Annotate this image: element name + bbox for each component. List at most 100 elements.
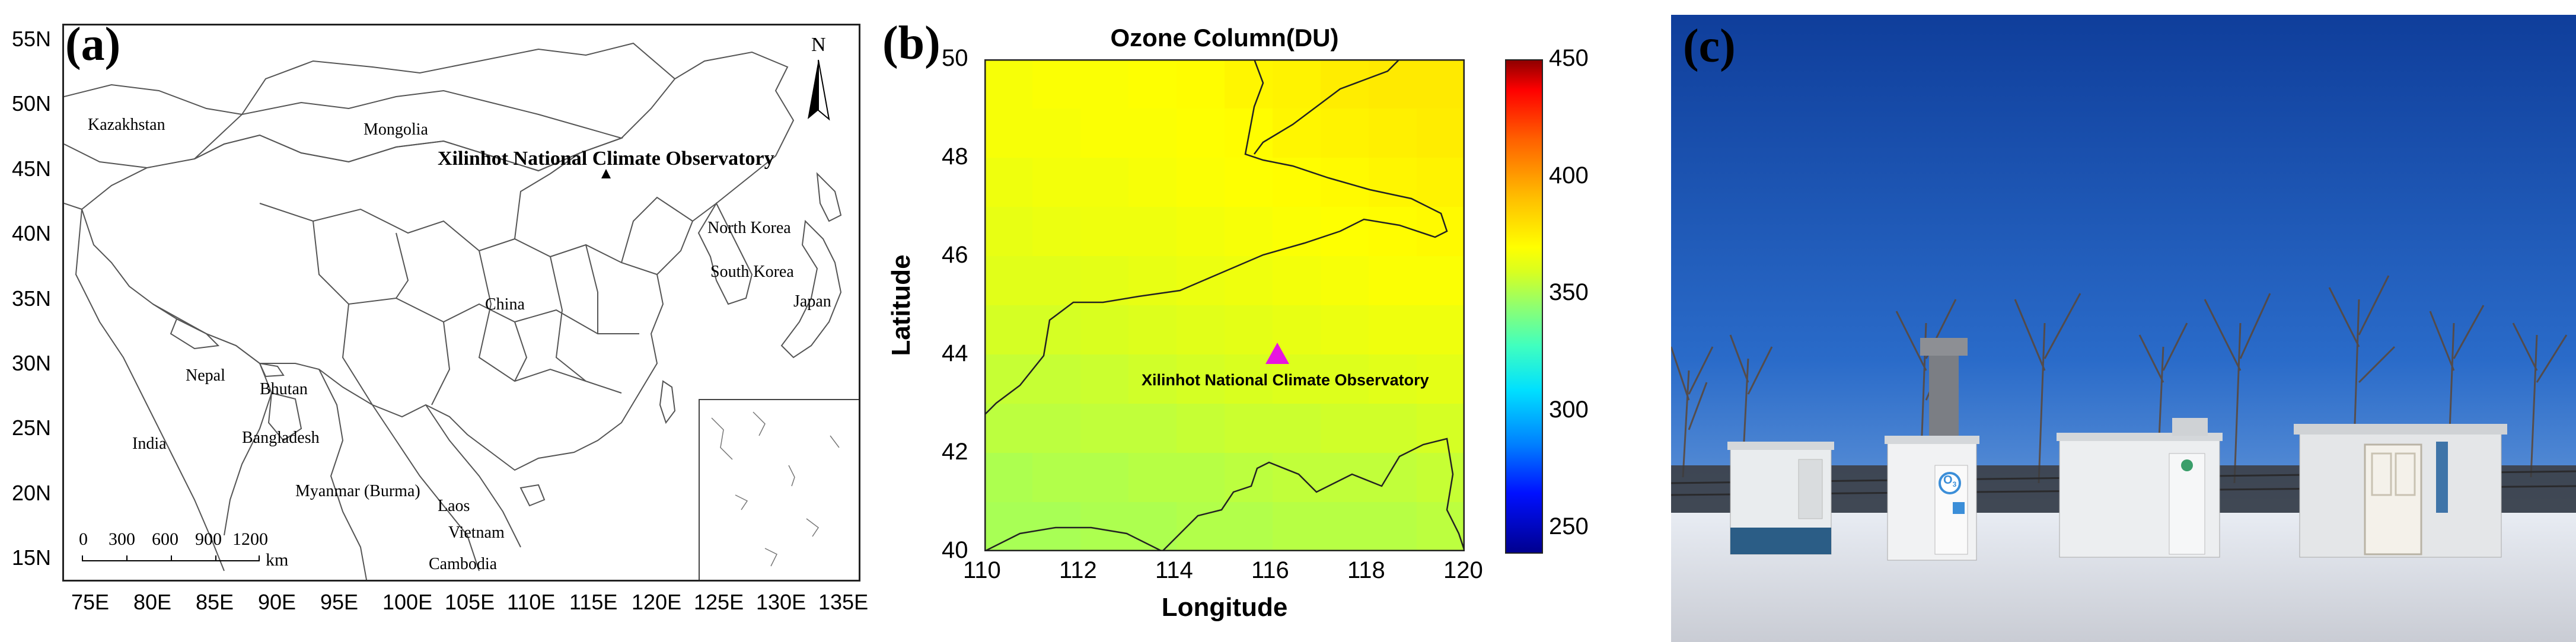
heatmap-cell: [1177, 207, 1225, 257]
scale-tick-1200: 1200: [232, 529, 268, 549]
heatmap-cell: [1369, 256, 1417, 306]
heatmap-cell: [1032, 404, 1081, 453]
scale-tick-300: 300: [109, 529, 135, 549]
heatmap-cell: [1273, 108, 1321, 158]
heatmap-cell: [1273, 502, 1321, 551]
heatmap-cell: [1032, 256, 1081, 306]
heatmap-cell: [1369, 502, 1417, 551]
lon-tick-label: 75E: [71, 590, 110, 614]
heatmap-cell: [1369, 453, 1417, 503]
heatmap-cell: [1417, 207, 1465, 257]
lon-tick-label: 135E: [818, 590, 869, 614]
heatmap-cell: [1417, 256, 1465, 306]
panel-c-photo: (c) O3: [1671, 15, 2576, 642]
heatmap-cell: [1128, 404, 1177, 453]
heatmap-cell: [1128, 158, 1177, 207]
label-cambodia: Cambodia: [429, 555, 498, 573]
scale-unit: km: [266, 550, 289, 570]
heatmap-cell: [1321, 502, 1369, 551]
cabin-4: [2294, 424, 2507, 558]
y-tick-label: 46: [942, 242, 968, 268]
heatmap-cell: [1128, 207, 1177, 257]
heatmap-cell: [1369, 158, 1417, 207]
scale-notch: [82, 555, 83, 561]
heatmap-cell: [1080, 502, 1129, 551]
heatmap-cell: [1225, 354, 1273, 404]
y-tick-label: 48: [942, 143, 968, 170]
heatmap-cell: [1225, 59, 1273, 109]
panel-a-label: (a): [65, 18, 121, 71]
x-tick-label: 120: [1443, 557, 1483, 583]
x-tick-label: 116: [1251, 557, 1289, 583]
heatmap-cell: [1369, 404, 1417, 453]
heatmap-cell: [1080, 404, 1129, 453]
scale-tick-600: 600: [152, 529, 178, 549]
panel-b-label: (b): [882, 17, 941, 69]
heatmap-cell: [1321, 108, 1369, 158]
o3-symbol-sub: 3: [1952, 480, 1957, 488]
cabin-1: [1727, 442, 1834, 555]
heatmap-cell: [1417, 305, 1465, 355]
lat-tick-label: 40N: [12, 221, 52, 246]
label-india: India: [132, 435, 167, 453]
heatmap-cell: [1417, 108, 1465, 158]
heatmap-cell: [1417, 502, 1465, 551]
lon-tick-label: 110E: [507, 590, 556, 614]
heatmap-cell: [1032, 108, 1081, 158]
heatmap-cell: [984, 502, 1033, 551]
lon-tick-label: 95E: [320, 590, 359, 614]
map-frame: N Xilinhot National Climate Observatory …: [62, 24, 860, 582]
o3-logo: [1939, 472, 1961, 494]
lon-tick-label: 120E: [632, 590, 682, 614]
north-arrow-icon: [808, 59, 830, 121]
heatmap-cell: [1177, 453, 1225, 503]
label-nepal: Nepal: [186, 366, 225, 385]
heatmap-cell: [1032, 305, 1081, 355]
plot-frame: [984, 59, 1465, 551]
heatmap-cell: [1080, 354, 1129, 404]
heatmap-cell: [1369, 354, 1417, 404]
heatmap-cell: [1032, 158, 1081, 207]
colorbar-tick-label: 350: [1549, 279, 1589, 306]
heatmap-cell: [984, 158, 1033, 207]
heatmap-cell: [1225, 404, 1273, 453]
heatmap-cell: [984, 453, 1033, 503]
label-myanmar: Myanmar (Burma): [295, 482, 420, 500]
ozone-heatmap: [984, 59, 1465, 551]
heatmap-cell: [1417, 404, 1465, 453]
border-lines: [984, 59, 1465, 551]
lat-tick-label: 35N: [12, 286, 52, 311]
label-kazakhstan: Kazakhstan: [88, 116, 165, 134]
scale-notch: [259, 555, 260, 561]
lat-tick-label: 15N: [12, 545, 52, 570]
scale-tick-900: 900: [195, 529, 222, 549]
heatmap-cell: [1273, 404, 1321, 453]
heatmap-cell: [1032, 354, 1081, 404]
heatmap-cell: [1177, 354, 1225, 404]
heatmap-cell: [1225, 502, 1273, 551]
heatmap-cell: [1273, 207, 1321, 257]
label-laos: Laos: [438, 497, 470, 515]
heatmap-cell: [1128, 354, 1177, 404]
cabin-3: [2057, 418, 2223, 558]
y-tick-label: 50: [942, 45, 968, 71]
heatmap-cell: [1080, 256, 1129, 306]
lat-tick-label: 45N: [12, 156, 52, 181]
heatmap-cell: [1225, 207, 1273, 257]
label-south-korea: South Korea: [710, 263, 794, 281]
heatmap-cell: [1032, 453, 1081, 503]
heatmap-cell: [1032, 59, 1081, 109]
heatmap-cell: [1321, 305, 1369, 355]
cabin-2: [1885, 436, 1979, 561]
o3-symbol: O3: [1943, 474, 1956, 488]
heatmap-cell: [1032, 207, 1081, 257]
heatmap-cell: [1273, 305, 1321, 355]
lat-tick-label: 20N: [12, 480, 52, 505]
heatmap-cell: [1369, 59, 1417, 109]
heatmap-cell: [1273, 59, 1321, 109]
panel-a-map: N Xilinhot National Climate Observatory …: [0, 0, 869, 642]
observatory-marker: [601, 169, 611, 178]
label-china: China: [485, 295, 525, 314]
heatmap-cell: [984, 108, 1033, 158]
heatmap-cell: [1128, 502, 1177, 551]
